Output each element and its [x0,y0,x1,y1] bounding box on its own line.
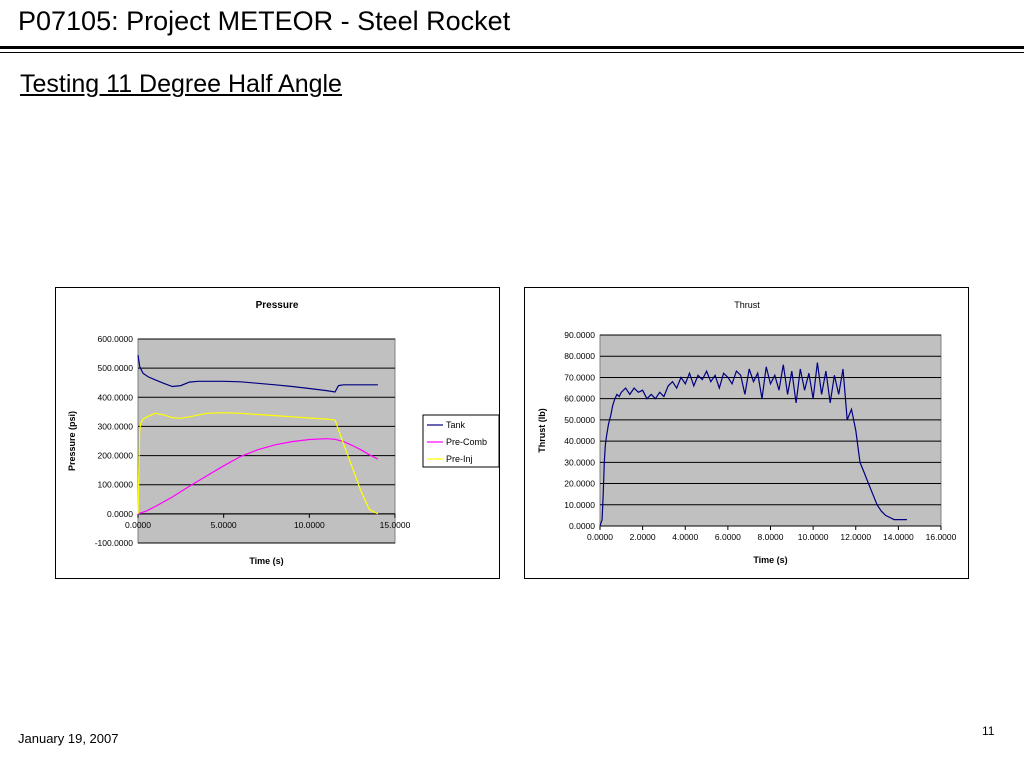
thrust-chart-svg: 90.0000 80.0000 70.0000 60.0000 50.0000 40.00… [537,300,957,565]
x-tick-label: 5.0000 [211,520,237,530]
series-line-tank [137,354,378,393]
x-tick-label: 4.0000 [672,532,698,542]
y-tick-label: 600.0000 [98,334,134,344]
y-tick-label: 60.0000 [564,394,595,404]
footer-date: January 19, 2007 [18,731,119,746]
y-tick-label: 300.0000 [98,421,134,431]
pressure-chart: 600.0000 500.0000 400.0000 300.0000 200.0000… [55,287,500,579]
y-tick-label: -100.0000 [95,538,134,548]
y-tick-label: 40.0000 [564,436,595,446]
y-tick-label: 500.0000 [98,363,134,373]
y-tick-label: 90.0000 [564,330,595,340]
legend-box [422,414,499,468]
legend-entry: Tank [446,420,466,430]
series-line-pre-comb [137,438,379,515]
x-tick-label: 16.0000 [926,532,957,542]
x-axis-label: Time (s) [753,555,787,565]
x-tick-label: 12.0000 [840,532,871,542]
y-tick-label: 30.0000 [564,457,595,467]
x-axis-label: Time (s) [249,556,283,566]
thrust-chart: 90.0000 80.0000 70.0000 60.0000 50.0000 40.00… [524,287,969,579]
title-rule-thin [0,52,1024,53]
x-tick-label: 10.0000 [294,520,325,530]
x-tick-label: 10.0000 [798,532,829,542]
y-tick-label: 50.0000 [564,415,595,425]
plot-area [137,338,396,544]
y-tick-label: 80.0000 [564,351,595,361]
y-tick-label: 0.0000 [569,521,595,531]
y-tick-label: 100.0000 [98,480,134,490]
y-tick-label: 400.0000 [98,392,134,402]
plot-area [599,334,942,527]
x-tick-label: 15.0000 [380,520,411,530]
legend-entry: Pre-Comb [446,437,487,447]
y-tick-label: 20.0000 [564,479,595,489]
x-tick-label: 8.0000 [758,532,784,542]
x-tick-label: 2.0000 [630,532,656,542]
legend-entry: Pre-Inj [446,454,473,464]
title-rule-thick [0,46,1024,49]
x-tick-label: 6.0000 [715,532,741,542]
chart-title: Pressure [256,300,299,311]
series-line-thrust [599,362,907,527]
y-tick-label: 70.0000 [564,372,595,382]
y-tick-label: 0.0000 [107,509,133,519]
x-tick-label: 0.0000 [125,520,151,530]
y-axis-label: Pressure (psi) [67,411,77,471]
y-tick-label: 10.0000 [564,500,595,510]
x-tick-label: 14.0000 [883,532,914,542]
page-number: 11 [982,724,995,738]
pressure-chart-svg: 600.0000 500.0000 400.0000 300.0000 200.0000… [67,300,499,566]
slide-subtitle: Testing 11 Degree Half Angle [20,70,342,98]
y-axis-label: Thrust (lb) [537,408,547,453]
y-tick-label: 200.0000 [98,451,134,461]
chart-title: Thrust [734,300,760,310]
x-tick-label: 0.0000 [587,532,613,542]
series-line-pre-inj [137,412,379,515]
slide-title: P07105: Project METEOR - Steel Rocket [18,6,511,36]
